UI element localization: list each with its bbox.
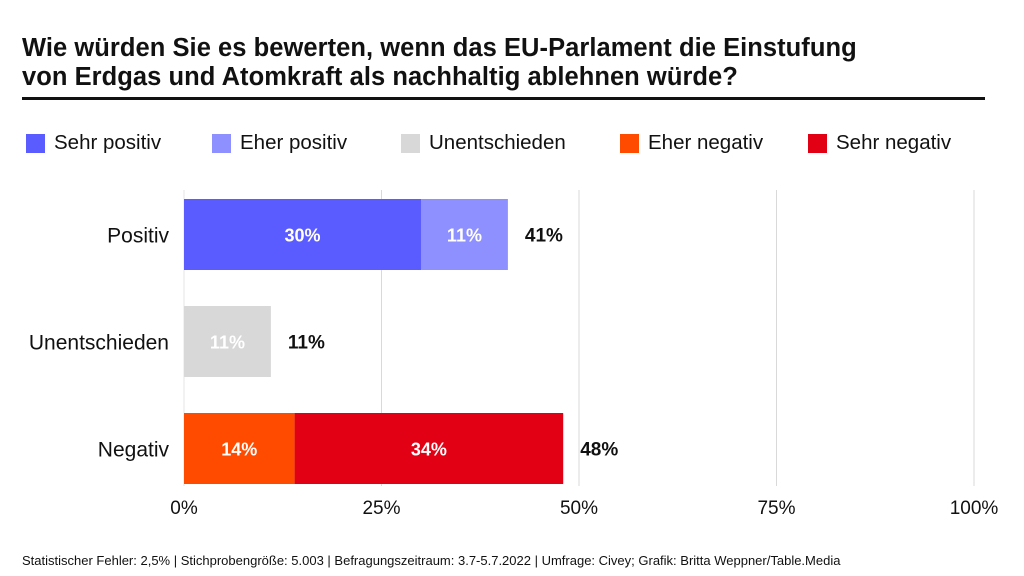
legend-label-unentschieden: Unentschieden (429, 131, 566, 154)
bar-data-label: 11% (447, 226, 482, 246)
legend-label-sehr-positiv: Sehr positiv (54, 131, 162, 154)
legend-label-eher-negativ: Eher negativ (648, 131, 764, 154)
bar-total-label: 11% (288, 333, 325, 354)
y-axis-category-label: Unentschieden (29, 332, 169, 355)
legend-item-sehr-positiv: Sehr positiv (26, 130, 161, 156)
y-axis-category-label: Positiv (107, 225, 169, 248)
x-axis-tick-label: 0% (170, 498, 198, 519)
legend-label-eher-positiv: Eher positiv (240, 131, 348, 154)
chart-title-line-2: von Erdgas und Atomkraft als nachhaltig … (22, 63, 738, 91)
bar-segment (184, 199, 421, 270)
bar-segment (421, 199, 508, 270)
x-axis-tick-label: 75% (757, 498, 795, 519)
bar-data-label: 11% (210, 333, 245, 353)
legend-label-sehr-negativ: Sehr negativ (836, 131, 952, 154)
bar-data-label: 14% (221, 440, 257, 460)
x-axis-tick-label: 50% (560, 498, 598, 519)
x-axis-tick-label: 25% (362, 498, 400, 519)
bar-total-label: 41% (525, 226, 563, 247)
x-axis-tick-label: 100% (950, 498, 999, 519)
chart-title: Wie würden Sie es bewerten, wenn das EU-… (22, 34, 992, 92)
title-underline (22, 97, 985, 100)
bar-data-label: 34% (411, 440, 447, 460)
legend-item-eher-positiv: Eher positiv (212, 130, 347, 156)
y-axis-category-label: Negativ (98, 439, 170, 462)
chart-title-line-1: Wie würden Sie es bewerten, wenn das EU-… (22, 34, 857, 62)
legend-item-sehr-negativ: Sehr negativ (808, 130, 951, 156)
legend-swatch-eher-positiv (212, 133, 231, 153)
legend-item-unentschieden: Unentschieden (401, 130, 566, 156)
legend-swatch-eher-negativ (620, 133, 639, 153)
bar-total-label: 48% (580, 440, 618, 461)
bar-segment (184, 413, 295, 484)
bar-segment (184, 306, 271, 377)
bar-segment (294, 413, 564, 484)
legend-swatch-sehr-negativ (808, 133, 827, 153)
legend-item-eher-negativ: Eher negativ (620, 130, 763, 156)
chart-footer-note: Statistischer Fehler: 2,5% | Stichproben… (22, 553, 841, 568)
bar-data-label: 30% (284, 226, 320, 246)
legend-swatch-unentschieden (401, 133, 420, 153)
legend-swatch-sehr-positiv (26, 133, 45, 153)
